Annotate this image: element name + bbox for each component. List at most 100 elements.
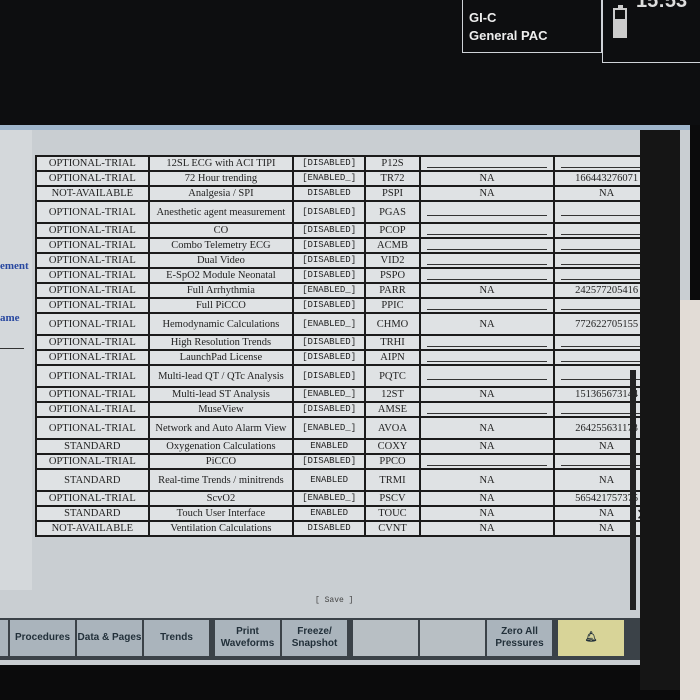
table-row[interactable]: OPTIONAL-TRIAL Hemodynamic Calculations [E… (35, 312, 660, 336)
table-row[interactable]: OPTIONAL-TRIAL MuseView [DISABLED] AMSE (35, 401, 660, 418)
table-row[interactable]: OPTIONAL-TRIAL Multi-lead QT / QTc Analys… (35, 364, 660, 388)
table-row[interactable]: OPTIONAL-TRIAL Network and Auto Alarm Vie… (35, 416, 660, 440)
table-row[interactable]: NOT-AVAILABLE Analgesia / SPI DISABLED PSPI… (35, 185, 660, 202)
cell-value-1 (418, 155, 556, 172)
cell-category: NOT-AVAILABLE (35, 520, 150, 537)
disabled-button-2[interactable] (420, 620, 485, 656)
alarm-button[interactable]: 🔔︎ (558, 620, 624, 656)
cell-value-1: NA (418, 438, 556, 455)
table-row[interactable]: OPTIONAL-TRIAL 72 Hour trending [ENABLED_]… (35, 170, 660, 187)
empty-field[interactable] (426, 372, 548, 380)
table-row[interactable]: OPTIONAL-TRIAL High Resolution Trends [DIS… (35, 334, 660, 351)
disabled-button-1[interactable] (353, 620, 418, 656)
cell-category: OPTIONAL-TRIAL (35, 416, 150, 440)
top-status-bar (0, 0, 700, 125)
empty-field[interactable] (561, 160, 652, 168)
empty-field[interactable] (561, 354, 652, 362)
procedures-button[interactable]: Procedures (10, 620, 75, 656)
empty-field[interactable] (561, 458, 652, 466)
cell-code: AIPN (364, 349, 421, 366)
cell-feature: Ventilation Calculations (147, 520, 295, 537)
empty-field[interactable] (426, 339, 548, 347)
cell-status: [DISABLED] (292, 267, 367, 284)
save-button[interactable]: [ Save ] (315, 596, 354, 605)
cell-feature: Full PiCCO (147, 297, 295, 314)
table-row[interactable]: STANDARD Oxygenation Calculations ENABLED C… (35, 438, 660, 455)
empty-field[interactable] (561, 372, 652, 380)
cell-status: DISABLED (292, 520, 367, 537)
left-label-1[interactable]: ement (0, 260, 29, 272)
table-row[interactable]: OPTIONAL-TRIAL Full PiCCO [DISABLED] PPIC (35, 297, 660, 314)
empty-field[interactable] (426, 208, 548, 216)
empty-field[interactable] (561, 302, 652, 310)
empty-field[interactable] (426, 227, 548, 235)
print-waveforms-button[interactable]: Print Waveforms (215, 620, 280, 656)
table-row[interactable]: OPTIONAL-TRIAL Anesthetic agent measureme… (35, 200, 660, 224)
table-row[interactable]: NOT-AVAILABLE Ventilation Calculations DIS… (35, 520, 660, 537)
cell-value-1 (418, 222, 556, 239)
cell-code: VID2 (364, 252, 421, 269)
data-pages-button[interactable]: Data & Pages (77, 620, 142, 656)
cell-status: [ENABLED_] (292, 312, 367, 336)
empty-field[interactable] (426, 302, 548, 310)
cell-value-1: NA (418, 468, 556, 492)
cell-status: DISABLED (292, 185, 367, 202)
cell-value-1: NA (418, 185, 556, 202)
cell-category: STANDARD (35, 505, 150, 522)
cell-value-1: NA (418, 490, 556, 507)
empty-field[interactable] (426, 160, 548, 168)
table-row[interactable]: OPTIONAL-TRIAL E-SpO2 Module Neonatal [DIS… (35, 267, 660, 284)
table-row[interactable]: OPTIONAL-TRIAL Combo Telemetry ECG [DISABL… (35, 237, 660, 254)
freeze-snapshot-button[interactable]: Freeze/ Snapshot (282, 620, 347, 656)
cell-feature: Multi-lead ST Analysis (147, 386, 295, 403)
empty-field[interactable] (426, 272, 548, 280)
edge-button[interactable] (0, 620, 8, 656)
empty-field[interactable] (561, 242, 652, 250)
empty-field[interactable] (426, 242, 548, 250)
table-row[interactable]: STANDARD Real-time Trends / minitrends ENA… (35, 468, 660, 492)
table-row[interactable]: STANDARD Touch User Interface ENABLED TOUC N… (35, 505, 660, 522)
empty-field[interactable] (561, 227, 652, 235)
cell-status: [DISABLED] (292, 401, 367, 418)
empty-field[interactable] (561, 339, 652, 347)
cell-feature: CO (147, 222, 295, 239)
cell-status: [ENABLED_] (292, 490, 367, 507)
cell-feature: Dual Video (147, 252, 295, 269)
empty-field[interactable] (561, 208, 652, 216)
empty-field[interactable] (426, 257, 548, 265)
cell-value-1: NA (418, 312, 556, 336)
zero-all-pressures-button[interactable]: Zero All Pressures (487, 620, 552, 656)
empty-field[interactable] (426, 458, 548, 466)
profile-label: General PAC (469, 28, 548, 43)
cell-code: PSPO (364, 267, 421, 284)
table-row[interactable]: OPTIONAL-TRIAL Multi-lead ST Analysis [ENA… (35, 386, 660, 403)
cell-code: PGAS (364, 200, 421, 224)
table-row[interactable]: OPTIONAL-TRIAL 12SL ECG with ACI TIPI [DIS… (35, 155, 660, 172)
empty-field[interactable] (426, 354, 548, 362)
cell-feature: Oxygenation Calculations (147, 438, 295, 455)
table-row[interactable]: OPTIONAL-TRIAL Full Arrhythmia [ENABLED_] P… (35, 282, 660, 299)
empty-field[interactable] (561, 406, 652, 414)
cell-value-1 (418, 401, 556, 418)
left-label-2[interactable]: ame (0, 312, 20, 324)
table-row[interactable]: OPTIONAL-TRIAL PiCCO [DISABLED] PPCO (35, 453, 660, 470)
empty-field[interactable] (561, 257, 652, 265)
empty-field[interactable] (426, 406, 548, 414)
patient-info[interactable]: GI-C General PAC (462, 0, 602, 53)
cell-feature: Multi-lead QT / QTc Analysis (147, 364, 295, 388)
cell-status: [ENABLED_] (292, 282, 367, 299)
table-row[interactable]: OPTIONAL-TRIAL Dual Video [DISABLED] VID2 (35, 252, 660, 269)
table-row[interactable]: OPTIONAL-TRIAL ScvO2 [ENABLED_] PSCV NA 56542… (35, 490, 660, 507)
cell-feature: 12SL ECG with ACI TIPI (147, 155, 295, 172)
cell-value-1: NA (418, 505, 556, 522)
trends-button[interactable]: Trends (144, 620, 209, 656)
cell-feature: High Resolution Trends (147, 334, 295, 351)
cell-code: PCOP (364, 222, 421, 239)
table-row[interactable]: OPTIONAL-TRIAL CO [DISABLED] PCOP (35, 222, 660, 239)
options-table: OPTIONAL-TRIAL 12SL ECG with ACI TIPI [DIS… (35, 155, 660, 537)
table-row[interactable]: OPTIONAL-TRIAL LaunchPad License [DISABLED… (35, 349, 660, 366)
scrollbar[interactable] (630, 370, 636, 610)
empty-field[interactable] (561, 272, 652, 280)
cell-status: ENABLED (292, 505, 367, 522)
cell-feature: Real-time Trends / minitrends (147, 468, 295, 492)
